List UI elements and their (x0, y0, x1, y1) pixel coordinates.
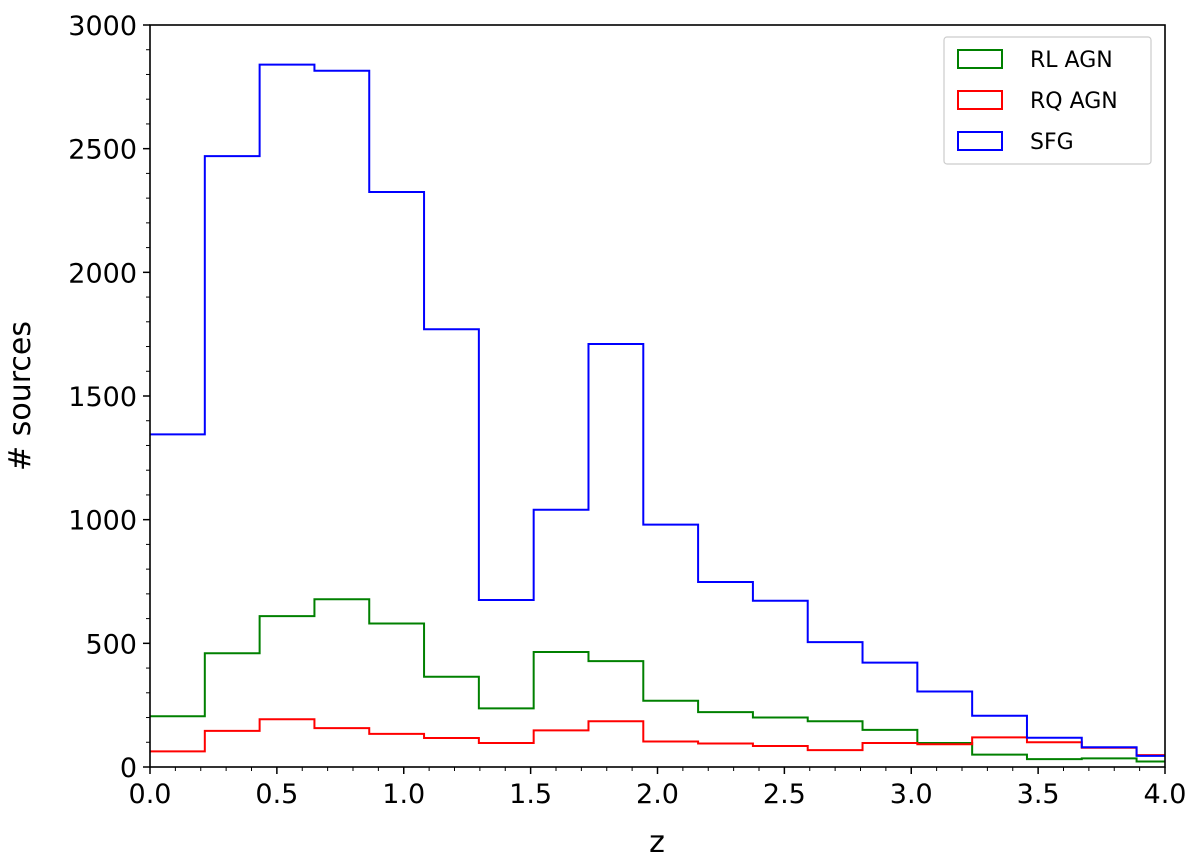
legend-swatch-rq-agn (957, 90, 1003, 110)
series-line-rl-agn (150, 598, 1165, 763)
series-line-rq-agn (150, 718, 1165, 757)
y-tick-label: 3000 (68, 11, 137, 42)
legend-label-rq-agn: RQ AGN (1030, 89, 1118, 114)
x-tick-label: 0.5 (255, 779, 298, 810)
x-tick-label: 0.0 (129, 779, 172, 810)
x-tick-label: 4.0 (1144, 779, 1187, 810)
y-tick-label: 2500 (68, 135, 137, 166)
legend-label-sfg: SFG (1030, 130, 1074, 155)
x-tick-label: 1.0 (382, 779, 425, 810)
y-tick-label: 2000 (68, 258, 137, 289)
y-axis-label: # sources (3, 321, 38, 471)
y-tick-label: 1500 (68, 382, 137, 413)
axis-ticks: 0.0 0.5 1.0 1.5 2.0 2.5 3.0 3.5 4.0 0 500 1000 1500 2… (68, 11, 1186, 810)
legend-label-rl-agn: RL AGN (1030, 48, 1113, 73)
y-tick-label: 0 (120, 753, 137, 784)
plot-area (150, 63, 1165, 763)
y-tick-label: 1000 (68, 506, 137, 537)
y-tick-label: 500 (85, 629, 137, 660)
legend: RL AGN RQ AGN SFG (943, 36, 1152, 165)
legend-swatch-rl-agn (957, 49, 1003, 69)
legend-swatch-sfg (957, 131, 1003, 151)
series-line-sfg (150, 63, 1165, 757)
x-axis-label: z (649, 825, 665, 860)
x-tick-label: 2.0 (636, 779, 679, 810)
x-tick-label: 3.0 (890, 779, 933, 810)
x-tick-label: 2.5 (763, 779, 806, 810)
x-tick-label: 1.5 (509, 779, 552, 810)
x-tick-label: 3.5 (1017, 779, 1060, 810)
